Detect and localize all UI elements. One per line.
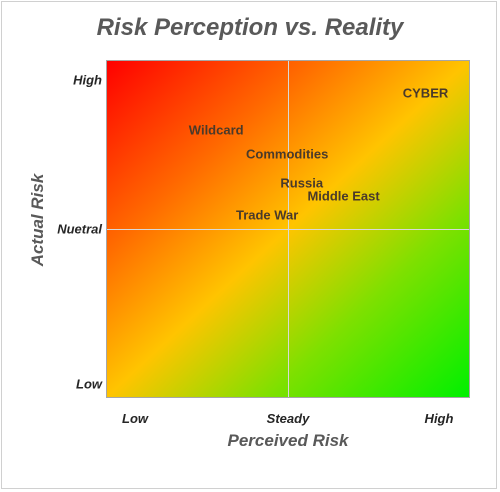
- point-label-russia: Russia: [280, 175, 324, 191]
- x-tick-high: High: [424, 411, 454, 426]
- point-label-commodities: Commodities: [246, 146, 329, 162]
- x-tick-steady: Steady: [266, 411, 310, 426]
- y-tick-low: Low: [76, 376, 102, 392]
- point-label-middle-east: Middle East: [307, 188, 380, 204]
- point-label-trade-war: Trade War: [235, 207, 299, 223]
- horizontal-gridline: [107, 229, 469, 230]
- x-tick-low: Low: [122, 411, 148, 426]
- point-label-cyber: CYBER: [402, 85, 449, 101]
- plot-area: CYBER Wildcard Commodities Russia Middle Eas…: [106, 60, 470, 398]
- x-axis-title: Perceived Risk: [227, 431, 349, 450]
- point-label-wildcard: Wildcard: [188, 122, 244, 138]
- y-axis-title: Actual Risk: [28, 173, 47, 267]
- chart-title: Risk Perception vs. Reality: [96, 14, 404, 41]
- y-tick-high: High: [73, 72, 102, 88]
- y-tick-nuetral: Nuetral: [57, 221, 102, 237]
